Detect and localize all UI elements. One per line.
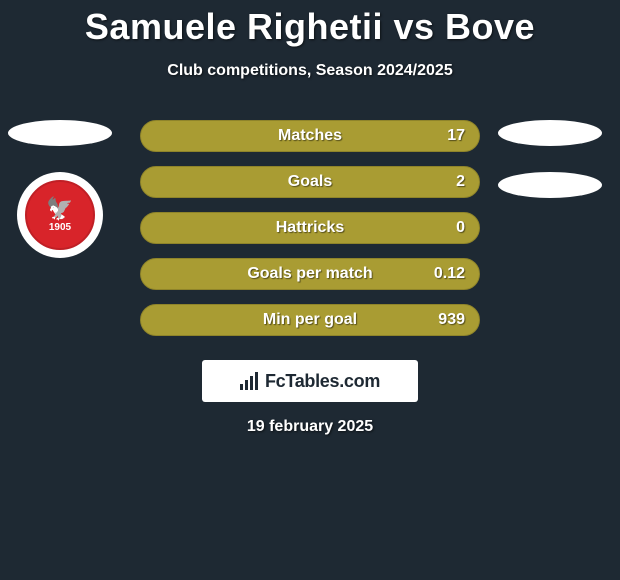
- stat-label: Goals per match: [247, 265, 372, 283]
- player-slot-ellipse: [498, 120, 602, 146]
- left-player-column: 🦅 1905: [8, 120, 112, 258]
- stat-bars: Matches 17 Goals 2 Hattricks 0 Goals per match…: [140, 120, 480, 350]
- club-badge: 🦅 1905: [17, 172, 103, 258]
- comparison-subtitle: Club competitions, Season 2024/2025: [0, 62, 620, 80]
- club-year: 1905: [49, 222, 71, 233]
- stat-bar: Matches 17: [140, 120, 480, 152]
- stat-bar: Hattricks 0: [140, 212, 480, 244]
- bars-icon: [240, 372, 258, 390]
- comparison-title: Samuele Righetii vs Bove: [0, 0, 620, 48]
- stat-value: 0.12: [434, 265, 465, 283]
- player-slot-ellipse: [8, 120, 112, 146]
- player-slot-ellipse: [498, 172, 602, 198]
- branding-badge: FcTables.com: [202, 360, 418, 402]
- griffin-icon: 🦅: [46, 198, 73, 220]
- stat-label: Hattricks: [276, 219, 344, 237]
- stat-bar: Goals 2: [140, 166, 480, 198]
- stat-value: 939: [438, 311, 465, 329]
- stat-label: Min per goal: [263, 311, 357, 329]
- stat-bar: Goals per match 0.12: [140, 258, 480, 290]
- stat-value: 2: [456, 173, 465, 191]
- stat-value: 0: [456, 219, 465, 237]
- stat-bar: Min per goal 939: [140, 304, 480, 336]
- club-badge-inner: 🦅 1905: [25, 180, 95, 250]
- stat-value: 17: [447, 127, 465, 145]
- branding-text: FcTables.com: [265, 371, 380, 392]
- right-player-column: [498, 120, 602, 224]
- snapshot-date: 19 february 2025: [247, 418, 373, 436]
- stat-label: Matches: [278, 127, 342, 145]
- stat-label: Goals: [288, 173, 332, 191]
